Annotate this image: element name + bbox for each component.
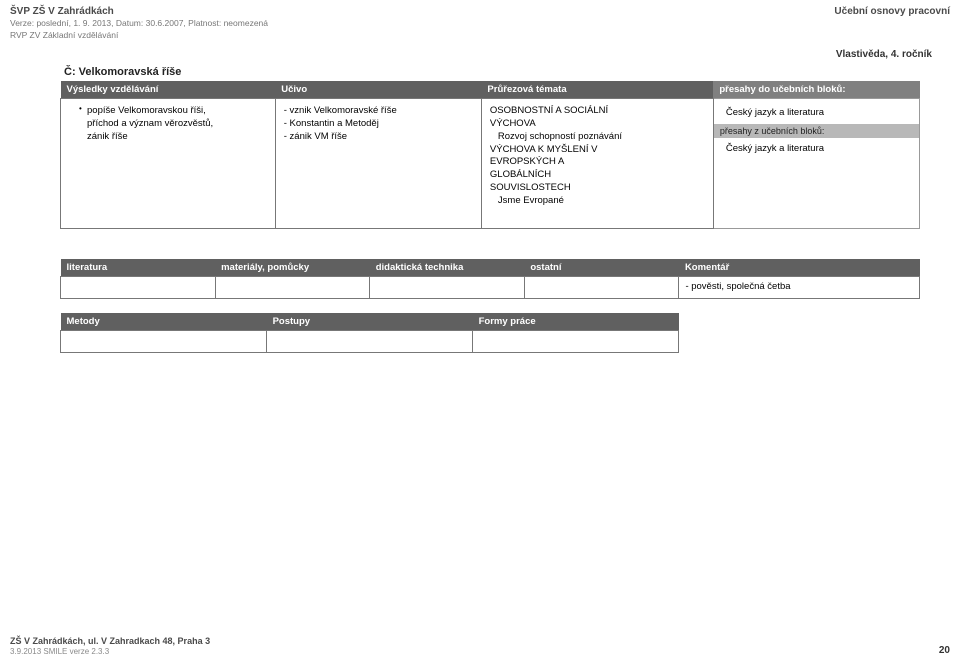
cell-procedures	[267, 331, 473, 353]
th-outcomes: Výsledky vzdělávání	[61, 81, 276, 99]
topic-line-8: Jsme Evropané	[490, 195, 705, 208]
header-right: Učební osnovy pracovní	[834, 6, 950, 17]
th-other: ostatní	[524, 259, 679, 277]
th-overlaps: přesahy do učebních bloků:	[713, 81, 919, 99]
topic-line-4: VÝCHOVA K MYŠLENÍ V	[490, 144, 705, 157]
footer-left: ZŠ V Zahrádkách, ul. V Zahradkach 48, Pr…	[10, 636, 210, 656]
methods-body-row	[61, 331, 679, 353]
outcome-line-3: zánik říše	[87, 131, 128, 142]
resources-header-row: literatura materiály, pomůcky didaktická…	[61, 259, 920, 277]
topic-line-5: EVROPSKÝCH A	[490, 156, 705, 169]
cell-materials	[215, 277, 370, 299]
outcomes-header-row: Výsledky vzdělávání Učivo Průřezová téma…	[61, 81, 920, 99]
curriculum-line-2: - Konstantin a Metoděj	[284, 118, 473, 131]
th-materials: materiály, pomůcky	[215, 259, 370, 277]
resources-body-row: - pověsti, společná četba	[61, 277, 920, 299]
outcomes-table: Výsledky vzdělávání Učivo Průřezová téma…	[60, 81, 920, 229]
header-left: ŠVP ZŠ V Zahrádkách Verze: poslední, 1. …	[10, 6, 268, 41]
school-name: ŠVP ZŠ V Zahrádkách	[10, 6, 268, 17]
curriculum-line-1: - vznik Velkomoravské říše	[284, 105, 473, 118]
overlap-to-item: Český jazyk a literatura	[722, 105, 911, 120]
cell-other	[524, 277, 679, 299]
th-literature: literatura	[61, 259, 216, 277]
outcome-line-1: popíše Velkomoravskou říši,	[87, 105, 206, 116]
page-header: ŠVP ZŠ V Zahrádkách Verze: poslední, 1. …	[0, 0, 960, 43]
cell-didactic	[370, 277, 525, 299]
topic-line-3: Rozvoj schopností poznávání	[490, 131, 705, 144]
topic-line-1: OSOBNOSTNÍ A SOCIÁLNÍ	[490, 105, 705, 118]
topic-line-6: GLOBÁLNÍCH	[490, 169, 705, 182]
curriculum-line-3: - zánik VM říše	[284, 131, 473, 144]
cell-methods	[61, 331, 267, 353]
header-row: ŠVP ZŠ V Zahrádkách Verze: poslední, 1. …	[10, 6, 950, 41]
resources-wrap: literatura materiály, pomůcky didaktická…	[60, 259, 920, 299]
topic-line-7: SOUVISLOSTECH	[490, 182, 705, 195]
methods-wrap: Metody Postupy Formy práce	[60, 313, 679, 353]
resources-table: literatura materiály, pomůcky didaktická…	[60, 259, 920, 299]
version-line: Verze: poslední, 1. 9. 2013, Datum: 30.6…	[10, 18, 268, 29]
overlap-from-header: přesahy z učebních bloků:	[714, 124, 919, 138]
footer-address: ZŠ V Zahrádkách, ul. V Zahradkach 48, Pr…	[10, 636, 210, 646]
cell-curriculum: - vznik Velkomoravské říše - Konstantin …	[275, 99, 481, 229]
th-didactic: didaktická technika	[370, 259, 525, 277]
topic-line-2: VÝCHOVA	[490, 118, 705, 131]
section-title: Č: Velkomoravská říše	[60, 64, 920, 81]
cell-literature	[61, 277, 216, 299]
methods-header-row: Metody Postupy Formy práce	[61, 313, 679, 331]
cell-comment: - pověsti, společná četba	[679, 277, 920, 299]
cell-topics: OSOBNOSTNÍ A SOCIÁLNÍ VÝCHOVA Rozvoj sch…	[481, 99, 713, 229]
th-methods: Metody	[61, 313, 267, 331]
rvp-line: RVP ZV Základní vzdělávání	[10, 30, 268, 41]
subject-line: Vlastivěda, 4. ročník	[0, 43, 960, 64]
methods-table: Metody Postupy Formy práce	[60, 313, 679, 353]
th-workforms: Formy práce	[473, 313, 679, 331]
outcomes-body-row: popíše Velkomoravskou říši, příchod a vý…	[61, 99, 920, 229]
outcomes-list: popíše Velkomoravskou říši, příchod a vý…	[69, 105, 267, 143]
cell-workforms	[473, 331, 679, 353]
outcome-item: popíše Velkomoravskou říši, příchod a vý…	[79, 105, 267, 143]
th-topics: Průřezová témata	[481, 81, 713, 99]
cell-outcomes: popíše Velkomoravskou říši, příchod a vý…	[61, 99, 276, 229]
overlap-from-item: Český jazyk a literatura	[722, 141, 911, 156]
th-comment: Komentář	[679, 259, 920, 277]
page-footer: ZŠ V Zahrádkách, ul. V Zahradkach 48, Pr…	[10, 636, 950, 656]
footer-page-number: 20	[939, 645, 950, 656]
content-area: Č: Velkomoravská říše Výsledky vzděláván…	[0, 64, 960, 353]
th-procedures: Postupy	[267, 313, 473, 331]
cell-overlaps: Český jazyk a literatura přesahy z učebn…	[713, 99, 919, 229]
th-curriculum: Učivo	[275, 81, 481, 99]
outcome-line-2: příchod a význam věrozvěstů,	[87, 118, 213, 129]
footer-meta: 3.9.2013 SMILE verze 2.3.3	[10, 647, 210, 656]
